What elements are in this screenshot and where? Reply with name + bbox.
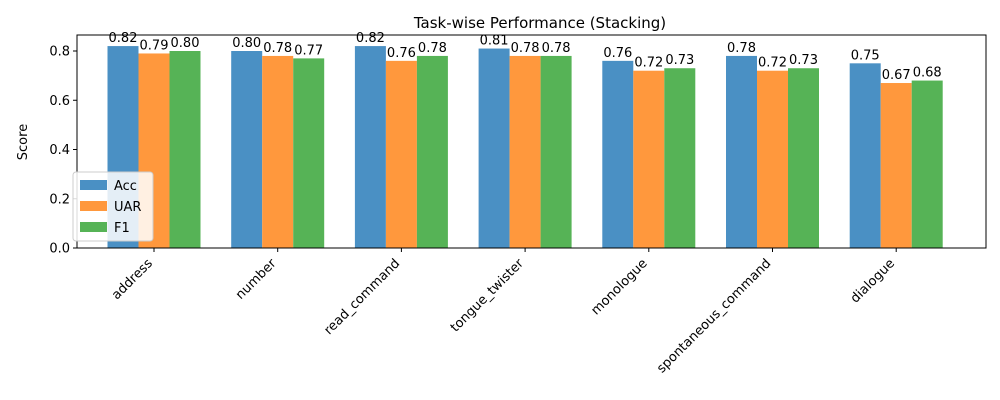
plot-frame: [76, 34, 987, 249]
bar-uar-tongue_twister: [509, 55, 541, 249]
x-tick-label: address: [109, 256, 156, 303]
y-tick-label: 0.4: [49, 143, 70, 158]
legend-swatch-f1: [80, 222, 107, 232]
bar-value-label: 0.76: [603, 46, 632, 61]
bar-value-label: 0.73: [789, 53, 818, 68]
bars-layer: [107, 46, 943, 249]
bar-uar-dialogue: [880, 83, 912, 249]
bar-value-label: 0.73: [665, 53, 694, 68]
bar-f1-spontaneous_command: [788, 68, 819, 249]
bar-value-label: 0.82: [109, 31, 138, 46]
bar-value-label: 0.72: [758, 56, 787, 71]
bar-value-label: 0.72: [634, 56, 663, 71]
bar-f1-dialogue: [911, 80, 943, 248]
y-tick-label: 0.6: [49, 94, 70, 109]
bar-acc-monologue: [602, 60, 634, 248]
bar-acc-spontaneous_command: [726, 55, 757, 249]
bar-f1-number: [293, 58, 325, 248]
x-tick-label: number: [233, 256, 280, 303]
x-tick-label: dialogue: [848, 256, 898, 306]
bar-uar-read_command: [385, 60, 417, 248]
bar-value-label: 0.78: [418, 41, 447, 56]
bar-value-label: 0.77: [294, 43, 323, 58]
bar-value-label: 0.67: [882, 68, 911, 83]
bar-acc-read_command: [354, 46, 386, 248]
x-tick-label: monologue: [588, 256, 650, 318]
x-axis: address number read_command tongue_twister m…: [109, 248, 898, 376]
chart-title: Task-wise Performance (Stacking): [413, 14, 666, 32]
bar-value-label: 0.78: [542, 41, 571, 56]
bar-acc-dialogue: [849, 63, 881, 249]
legend-label: Acc: [114, 179, 137, 194]
bar-value-label: 0.80: [171, 36, 200, 51]
bar-acc-tongue_twister: [478, 48, 510, 249]
legend-label: UAR: [114, 200, 141, 215]
x-tick-label: tongue_twister: [448, 256, 528, 336]
bar-value-label: 0.82: [356, 31, 385, 46]
bar-value-label: 0.81: [480, 34, 509, 49]
y-tick-label: 0.8: [49, 45, 70, 60]
bar-value-label: 0.78: [727, 41, 756, 56]
legend-label: F1: [114, 221, 130, 236]
x-tick-label: spontaneous_command: [654, 256, 774, 376]
bar-labels-layer: 0.82 0.80 0.82 0.810.76 0.78 0.750.79 0.78 0.76…: [109, 31, 942, 83]
legend-swatch-uar: [80, 201, 107, 211]
bar-value-label: 0.76: [387, 46, 416, 61]
bar-uar-number: [262, 55, 294, 249]
legend-swatch-acc: [80, 180, 107, 190]
y-tick-label: 0.2: [49, 192, 70, 207]
bar-value-label: 0.68: [913, 66, 942, 81]
bar-uar-spontaneous_command: [757, 70, 788, 248]
bar-value-label: 0.75: [851, 48, 880, 63]
bar-f1-read_command: [416, 55, 448, 249]
bar-f1-monologue: [664, 68, 696, 249]
bar-value-label: 0.78: [511, 41, 540, 56]
bar-f1-tongue_twister: [540, 55, 572, 249]
y-axis: 0.0 0.2 0.4 0.6 0.8: [49, 45, 77, 257]
bar-value-label: 0.80: [232, 36, 261, 51]
bar-uar-monologue: [633, 70, 665, 248]
bar-f1-address: [169, 51, 201, 248]
x-tick-label: read_command: [321, 256, 403, 338]
y-axis-label: Score: [16, 124, 31, 160]
bar-acc-number: [231, 51, 263, 248]
bar-value-label: 0.78: [263, 41, 292, 56]
bar-value-label: 0.79: [140, 38, 169, 53]
legend: Acc UAR F1: [72, 171, 154, 242]
y-tick-label: 0.0: [49, 242, 70, 257]
